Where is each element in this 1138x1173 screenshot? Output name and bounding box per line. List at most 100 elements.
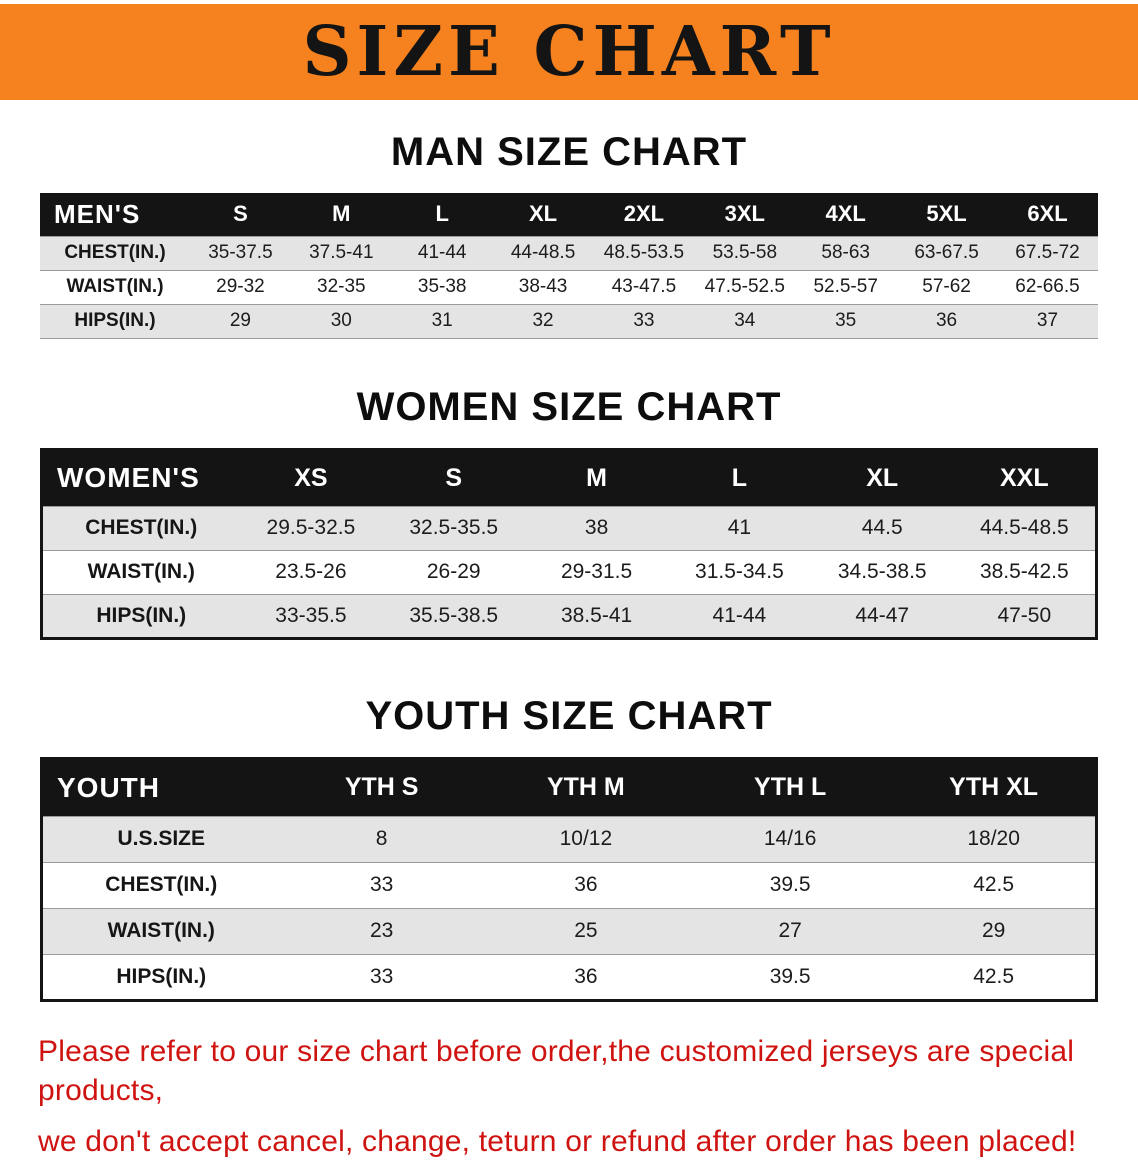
youth-value-cell: 42.5 — [973, 964, 1015, 988]
youth-value-cell: 29 — [981, 919, 1006, 942]
women-value-cell: 26-29 — [426, 560, 481, 583]
women-value-cell: 44-47 — [855, 603, 910, 627]
women-value-cell: 32.5-35.5 — [409, 516, 499, 539]
youth-value-cell: 10/12 — [559, 827, 613, 850]
women-size-header: M — [525, 449, 668, 506]
men-value-cell: 31 — [431, 310, 453, 331]
youth-value-cell: 36 — [574, 873, 598, 896]
women-table-row: HIPS(IN.) 33-35.5 35.5-38.5 38.5-41 41-44 44-… — [41, 594, 1097, 638]
youth-corner-header: YOUTH — [41, 758, 280, 816]
men-size-header: L — [391, 193, 493, 236]
women-value-cell: 23.5-26 — [275, 560, 347, 583]
youth-value-cell: 23 — [369, 919, 394, 942]
men-table-row: CHEST(IN.) 35-37.5 37.5-41 41-44 44-48.5 48.5… — [40, 236, 1098, 270]
youth-table-row: U.S.SIZE 8 10/12 14/16 18/20 — [41, 816, 1097, 862]
youth-table-row: HIPS(IN.) 33 36 39.5 42.5 — [41, 954, 1097, 1000]
men-row-label: CHEST(IN.) — [64, 242, 166, 263]
youth-value-cell: 39.5 — [769, 873, 811, 896]
men-value-cell: 44-48.5 — [510, 242, 576, 263]
women-row-label: CHEST(IN.) — [85, 516, 198, 539]
women-section-heading: WOMEN SIZE CHART — [356, 384, 782, 429]
men-value-cell: 38-43 — [518, 276, 568, 297]
men-table-row: HIPS(IN.) 29 30 31 32 33 34 35 36 37 — [40, 304, 1098, 338]
women-value-cell: 29.5-32.5 — [266, 516, 356, 539]
women-value-cell: 38.5-42.5 — [979, 560, 1069, 583]
women-size-table: WOMEN'S XS S M L XL XXL CHEST(IN.) 29.5-32.5 32.… — [40, 447, 1098, 640]
youth-header-row: YOUTH YTH S YTH M YTH L YTH XL — [41, 758, 1097, 816]
men-size-chart-section: MAN SIZE CHART MEN'S S M L XL 2XL 3XL 4XL 5XL 6XL… — [0, 130, 1138, 339]
banner-title: SIZE CHART — [302, 12, 836, 92]
women-table-row: CHEST(IN.) 29.5-32.5 32.5-35.5 38 41 44.5 44.5… — [41, 506, 1097, 550]
men-value-cell: 37 — [1036, 310, 1059, 331]
men-value-cell: 63-67.5 — [914, 242, 979, 263]
men-value-cell: 29 — [229, 310, 251, 331]
men-size-header: XL — [492, 193, 594, 236]
youth-value-cell: 33 — [369, 964, 394, 988]
youth-section-heading: YOUTH SIZE CHART — [365, 693, 773, 738]
women-value-cell: 29-31.5 — [560, 560, 633, 583]
youth-size-header: YTH XL — [892, 758, 1097, 816]
women-value-cell: 41 — [727, 516, 752, 539]
youth-row-label: CHEST(IN.) — [105, 873, 218, 896]
disclaimer-line-1: Please refer to our size chart before or… — [38, 1034, 1075, 1107]
men-size-header: M — [290, 193, 392, 236]
men-section-heading: MAN SIZE CHART — [390, 130, 748, 174]
women-size-header: XS — [239, 449, 383, 506]
youth-value-cell: 36 — [574, 964, 598, 988]
women-value-cell: 38.5-41 — [560, 603, 633, 627]
youth-value-cell: 33 — [369, 873, 394, 896]
youth-table-row: WAIST(IN.) 23 25 27 29 — [41, 908, 1097, 954]
men-value-cell: 35-38 — [417, 276, 467, 297]
youth-size-table: YOUTH YTH S YTH M YTH L YTH XL U.S.SIZE 8 10/1… — [40, 756, 1098, 1002]
size-chart-banner: SIZE CHART — [0, 4, 1138, 100]
youth-size-header: YTH S — [279, 758, 484, 816]
men-row-label: WAIST(IN.) — [66, 276, 164, 297]
women-value-cell: 31.5-34.5 — [695, 560, 784, 583]
youth-row-label: HIPS(IN.) — [116, 964, 207, 988]
youth-row-label: U.S.SIZE — [117, 827, 206, 850]
youth-size-chart-section: YOUTH SIZE CHART YOUTH YTH S YTH M YTH L YTH… — [0, 694, 1138, 1002]
men-value-cell: 30 — [330, 310, 352, 331]
women-size-header: XL — [810, 449, 954, 506]
men-value-cell: 33 — [633, 310, 655, 331]
youth-value-cell: 42.5 — [973, 873, 1015, 896]
youth-value-cell: 18/20 — [967, 827, 1020, 850]
youth-value-cell: 8 — [375, 827, 388, 850]
men-value-cell: 41-44 — [417, 242, 467, 263]
youth-size-header: YTH M — [483, 758, 688, 816]
men-value-cell: 35 — [835, 310, 857, 331]
women-value-cell: 35.5-38.5 — [409, 603, 499, 627]
youth-value-cell: 39.5 — [769, 964, 811, 988]
youth-table-row: CHEST(IN.) 33 36 39.5 42.5 — [41, 862, 1097, 908]
men-value-cell: 47.5-52.5 — [704, 276, 785, 297]
women-value-cell: 34.5-38.5 — [837, 560, 927, 583]
youth-row-label: WAIST(IN.) — [107, 919, 215, 942]
women-size-header: L — [667, 449, 811, 506]
men-size-table: MEN'S S M L XL 2XL 3XL 4XL 5XL 6XL CHEST(IN.) 35-3… — [40, 193, 1098, 339]
men-value-cell: 58-63 — [821, 242, 870, 263]
youth-value-cell: 27 — [778, 919, 802, 942]
men-value-cell: 57-62 — [922, 276, 971, 297]
men-value-cell: 62-66.5 — [1015, 276, 1080, 297]
men-corner-header: MEN'S — [40, 193, 190, 236]
men-value-cell: 67.5-72 — [1015, 242, 1080, 263]
women-value-cell: 44.5-48.5 — [979, 516, 1069, 539]
women-value-cell: 33-35.5 — [275, 603, 347, 627]
men-header-row: MEN'S S M L XL 2XL 3XL 4XL 5XL 6XL — [40, 193, 1098, 236]
women-size-chart-section: WOMEN SIZE CHART WOMEN'S XS S M L XL XXL CHEST… — [0, 385, 1138, 640]
youth-value-cell: 25 — [574, 919, 598, 942]
men-value-cell: 35-37.5 — [208, 242, 273, 263]
men-size-header: 3XL — [694, 193, 796, 236]
women-value-cell: 44.5 — [861, 516, 903, 539]
men-value-cell: 48.5-53.5 — [603, 242, 685, 263]
men-value-cell: 37.5-41 — [309, 242, 374, 263]
disclaimer-note: Please refer to our size chart before or… — [38, 1032, 1100, 1161]
women-value-cell: 47-50 — [997, 603, 1052, 627]
women-row-label: WAIST(IN.) — [87, 560, 195, 583]
men-value-cell: 32-35 — [317, 276, 366, 297]
men-row-label: HIPS(IN.) — [74, 310, 156, 331]
men-value-cell: 34 — [734, 310, 756, 331]
women-size-header: S — [382, 449, 526, 506]
men-value-cell: 29-32 — [216, 276, 265, 297]
men-value-cell: 36 — [935, 310, 958, 331]
